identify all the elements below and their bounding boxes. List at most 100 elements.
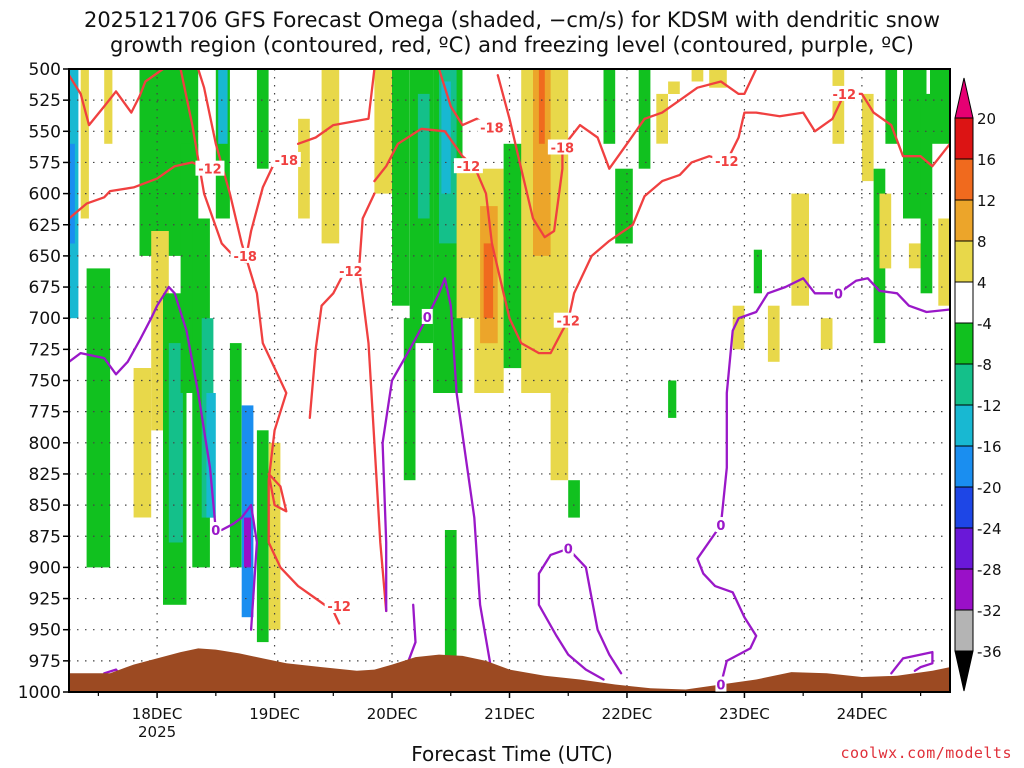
contour-label-bg (832, 285, 844, 301)
contour-label-bg (324, 598, 354, 614)
colorbar-swatch (954, 117, 974, 160)
contour-label: 0 (716, 679, 725, 694)
y-tick-label: 925 (29, 590, 61, 610)
dgz-contour (296, 69, 376, 145)
y-tick-label: 850 (29, 496, 61, 516)
omega-band (603, 69, 616, 144)
colorbar: 20 16 12 8 4 -4 -8 -12 -16 -20 -24 -28 -32 -36 (954, 77, 1002, 692)
contour-label-bg (715, 676, 727, 692)
contour-label: -12 (556, 315, 580, 330)
omega-band (930, 69, 950, 144)
contour-label: 0 (834, 287, 843, 302)
omega-band (80, 69, 89, 219)
dgz-contour (69, 161, 212, 220)
colorbar-swatch (954, 240, 974, 283)
x-axis-title: Forecast Time (UTC) (411, 742, 613, 766)
y-tick-label: 500 (29, 60, 61, 80)
colorbar-top-arrow (954, 77, 974, 119)
contour-label: -12 (833, 88, 857, 103)
y-tick-label: 575 (29, 153, 61, 173)
x-tick-label: 23DEC (719, 705, 770, 723)
y-tick-label: 875 (29, 527, 61, 547)
dgz-contour (308, 269, 364, 420)
contour-label: -18 (480, 122, 504, 137)
x-tick-label: 19DEC (249, 705, 300, 723)
colorbar-swatch (954, 568, 974, 611)
contour-label-bg (271, 151, 301, 167)
contour-label-bg (715, 517, 727, 533)
dgz-contour (725, 92, 950, 168)
y-tick-label: 1000 (18, 683, 61, 703)
omega-band (615, 168, 633, 244)
y-tick-label: 800 (29, 434, 61, 454)
omega-band (444, 530, 457, 668)
omega-band (321, 69, 340, 244)
omega-band (767, 305, 780, 362)
omega-band (268, 442, 281, 630)
freezing-contour (890, 650, 934, 675)
freezing-contour (696, 523, 758, 686)
omega-band (403, 318, 416, 481)
x-tick-label: 20DEC (367, 705, 418, 723)
contour-label: 0 (423, 311, 432, 326)
freezing-contour (567, 547, 623, 675)
colorbar-label: 8 (977, 233, 987, 251)
dgz-contour (197, 69, 341, 625)
y-tick-label: 650 (29, 247, 61, 267)
omega-band (168, 343, 183, 543)
y-tick-label: 825 (29, 465, 61, 485)
colorbar-label: 12 (977, 192, 996, 210)
freezing-contour (537, 547, 605, 681)
dgz-contour (373, 127, 476, 183)
omega-band (218, 69, 228, 144)
colorbar-swatch (954, 404, 974, 447)
contour-label: 0 (564, 543, 573, 558)
colorbar-bottom-arrow (954, 650, 974, 692)
omega-band (885, 69, 898, 144)
contour-label: -12 (327, 600, 351, 615)
contour-label-bg (829, 85, 859, 101)
colorbar-swatch (954, 281, 974, 324)
omega-band (256, 69, 269, 169)
y-tick-label: 900 (29, 558, 61, 578)
omega-band (568, 480, 580, 518)
colorbar-label: 16 (977, 151, 996, 169)
contour-label: -12 (339, 265, 363, 280)
omega-band (668, 380, 677, 418)
contour-label: -12 (715, 155, 739, 170)
y-tick-label: 525 (29, 91, 61, 111)
contour-label-bg (562, 540, 574, 556)
colorbar-label: -28 (977, 561, 1002, 579)
y-tick-label: 950 (29, 621, 61, 641)
colorbar-swatch (954, 199, 974, 242)
colorbar-swatch (954, 486, 974, 529)
omega-band (69, 143, 75, 244)
omega-band (732, 305, 745, 350)
contour-label: 0 (716, 519, 725, 534)
y-tick-label: 775 (29, 403, 61, 423)
contour-label: 0 (211, 524, 220, 539)
y-tick-label: 700 (29, 309, 61, 329)
omega-band (206, 393, 216, 518)
contour-label: -18 (551, 141, 575, 156)
contour-label-bg (477, 119, 507, 135)
contour-label: -18 (275, 154, 299, 169)
colorbar-label: -36 (977, 643, 1002, 661)
y-tick-label: 550 (29, 122, 61, 142)
y-tick-label: 725 (29, 340, 61, 360)
colorbar-swatch (954, 158, 974, 201)
omega-shading (69, 69, 950, 668)
omega-band (656, 93, 668, 144)
omega-band (668, 81, 680, 94)
y-axis: 500 525 550 575 600 625 650 675 700 725 750 775 800 8… (18, 60, 69, 703)
freezing-contour (719, 277, 950, 527)
x-tick-label: 22DEC (602, 705, 653, 723)
x-tick-label: 24DEC (837, 705, 888, 723)
omega-band (538, 69, 545, 144)
omega-band (456, 168, 481, 319)
dgz-contour (643, 69, 758, 120)
contour-label-bg (195, 160, 225, 176)
chart-title-line-1: 2025121706 GFS Forecast Omega (shaded, −… (83, 8, 941, 32)
